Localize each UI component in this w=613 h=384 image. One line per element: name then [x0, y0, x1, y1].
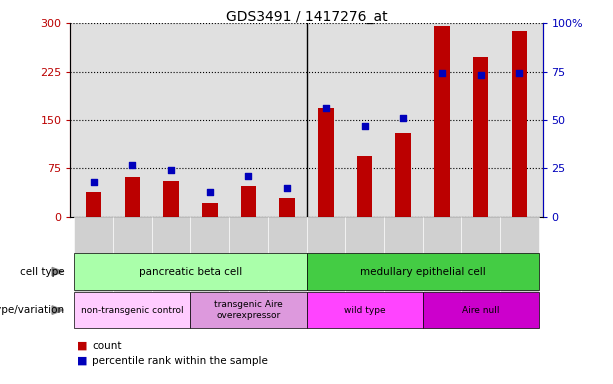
- Point: [205, 189, 215, 195]
- Point: [476, 72, 485, 78]
- Bar: [202, 203, 218, 217]
- Text: pancreatic beta cell: pancreatic beta cell: [139, 266, 242, 277]
- Bar: [434, 26, 450, 217]
- Bar: [357, 156, 372, 217]
- Text: ■: ■: [77, 356, 87, 366]
- Bar: [241, 186, 256, 217]
- Point: [514, 70, 524, 76]
- Point: [89, 179, 99, 185]
- Bar: [280, 198, 295, 217]
- Point: [321, 105, 331, 111]
- Text: percentile rank within the sample: percentile rank within the sample: [92, 356, 268, 366]
- Point: [243, 173, 253, 179]
- Bar: [512, 31, 527, 217]
- Point: [128, 162, 137, 168]
- Text: count: count: [92, 341, 121, 351]
- Text: medullary epithelial cell: medullary epithelial cell: [360, 266, 485, 277]
- Text: genotype/variation: genotype/variation: [0, 305, 64, 315]
- Point: [360, 123, 370, 129]
- Point: [282, 185, 292, 191]
- Text: cell type: cell type: [20, 266, 64, 277]
- Point: [437, 70, 447, 76]
- Text: non-transgenic control: non-transgenic control: [81, 306, 184, 314]
- Bar: [86, 192, 101, 217]
- Point: [166, 167, 176, 174]
- Text: transgenic Aire
overexpressor: transgenic Aire overexpressor: [214, 300, 283, 320]
- Bar: [163, 181, 179, 217]
- Bar: [395, 133, 411, 217]
- Text: GDS3491 / 1417276_at: GDS3491 / 1417276_at: [226, 10, 387, 23]
- Text: Aire null: Aire null: [462, 306, 500, 314]
- Text: ■: ■: [77, 341, 87, 351]
- Bar: [473, 57, 489, 217]
- Bar: [318, 108, 333, 217]
- Text: wild type: wild type: [344, 306, 386, 314]
- Point: [398, 115, 408, 121]
- Bar: [124, 177, 140, 217]
